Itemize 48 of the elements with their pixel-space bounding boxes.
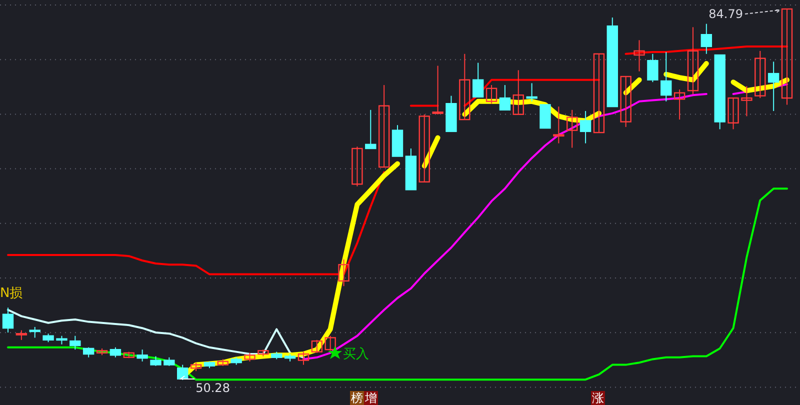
candlestick — [418, 114, 430, 182]
candlestick — [687, 26, 699, 94]
candlestick — [2, 307, 14, 334]
candlestick — [540, 104, 551, 129]
candlestick — [634, 40, 645, 72]
candlestick — [311, 339, 323, 354]
candlestick — [150, 356, 162, 366]
candlestick — [754, 50, 766, 99]
text: 50.28 — [196, 381, 230, 395]
candlestick — [593, 53, 605, 134]
candlestick — [728, 97, 739, 130]
candlestick — [365, 109, 376, 150]
candlestick — [177, 364, 188, 380]
candlestick — [432, 65, 444, 115]
annotation: 84.79 — [708, 7, 743, 21]
candlestick — [660, 52, 672, 102]
candlestick — [486, 84, 498, 104]
candlestick — [647, 53, 658, 83]
text: 榜 — [351, 391, 363, 405]
candlestick — [70, 335, 81, 350]
candlestick — [768, 61, 780, 112]
candlestick — [324, 335, 336, 352]
text: 增 — [364, 391, 377, 405]
candlestick — [472, 62, 484, 98]
candlestick — [741, 86, 752, 117]
candlestick — [459, 53, 470, 120]
candlestick — [82, 346, 94, 358]
candlestick — [553, 106, 564, 144]
candlestick — [110, 346, 122, 358]
candlestick — [566, 109, 578, 148]
candlestick — [298, 351, 310, 366]
candlestick — [29, 326, 40, 338]
text: 涨 — [592, 391, 604, 405]
annotation: N损 — [0, 286, 23, 301]
candlestick — [620, 76, 632, 128]
annotation: 买入 — [343, 347, 369, 362]
candlestick — [526, 82, 538, 102]
candlestick — [16, 330, 28, 340]
candlestick — [580, 110, 592, 144]
candlestick — [674, 89, 686, 120]
candlestick — [700, 23, 712, 54]
candlestick — [499, 84, 511, 111]
candlestick — [352, 146, 363, 187]
candlestick — [136, 349, 148, 362]
candlestick — [512, 70, 524, 115]
candlestick — [781, 8, 793, 106]
candlestick — [338, 258, 350, 287]
candlestick — [378, 84, 390, 168]
